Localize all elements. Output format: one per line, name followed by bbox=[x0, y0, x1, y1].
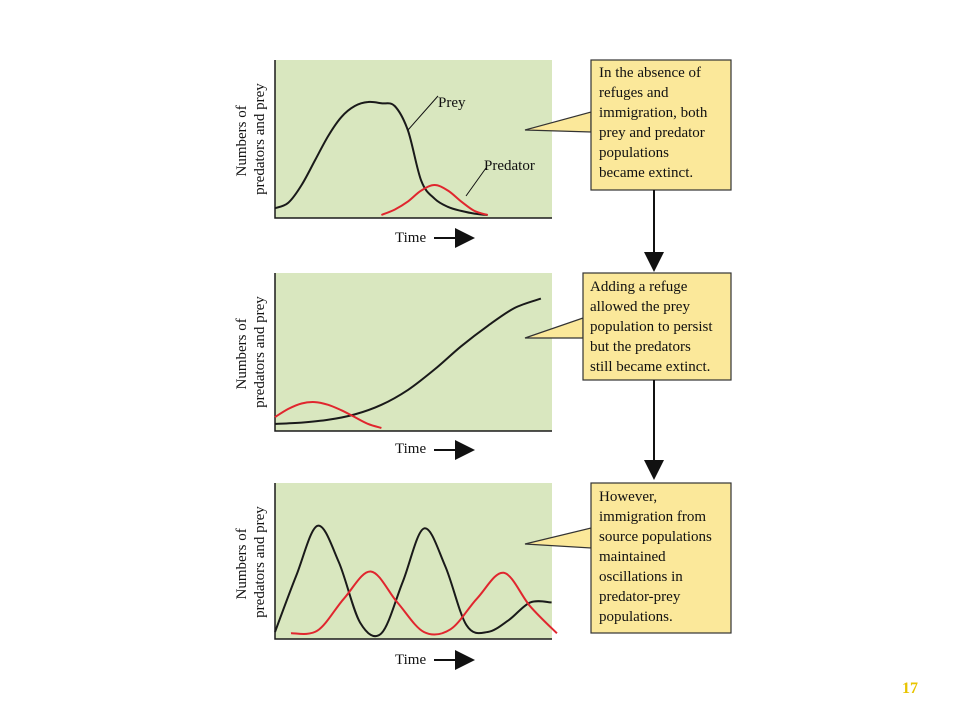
callout-2-box bbox=[582, 272, 732, 381]
panel-1-predator-line bbox=[381, 183, 489, 216]
panel-3-prey-line bbox=[274, 524, 552, 638]
panel-2-axes bbox=[274, 273, 552, 432]
prey-label-leader bbox=[407, 95, 439, 131]
callout-2: Adding a refuge allowed the prey populat… bbox=[524, 272, 732, 381]
panel-2: Numbers of predators and prey Time bbox=[234, 273, 552, 460]
panel-1-ylabel: Numbers of predators and prey bbox=[234, 83, 268, 195]
panel-1-xlabel: Time bbox=[395, 230, 426, 246]
callout-1: In the absence of refuges and immigratio… bbox=[524, 59, 732, 191]
panel-3-axes bbox=[274, 483, 552, 640]
callout-1-text: In the absence of refuges and immigratio… bbox=[599, 65, 711, 181]
panel-3-xlabel: Time bbox=[395, 652, 426, 668]
panel-2-prey-line bbox=[274, 297, 542, 425]
panel-2-xlabel: Time bbox=[395, 441, 426, 457]
callout-3: However, immigration from source populat… bbox=[524, 482, 732, 634]
panel-1-prey-line bbox=[274, 100, 488, 216]
panel-2-predator-line bbox=[274, 401, 382, 429]
panel-1: Numbers of predators and prey Time Prey … bbox=[234, 60, 552, 248]
predator-label: Predator bbox=[484, 158, 535, 174]
panel-1-background bbox=[275, 60, 552, 218]
prey-label: Prey bbox=[438, 95, 466, 111]
slide-number: 17 bbox=[902, 680, 918, 697]
panel-3-ylabel: Numbers of predators and prey bbox=[234, 506, 268, 618]
callout-1-box bbox=[590, 59, 732, 191]
panel-3: Numbers of predators and prey Time bbox=[234, 483, 558, 670]
panel-3-background bbox=[275, 483, 552, 639]
panel-1-axes bbox=[274, 60, 552, 219]
panel-2-ylabel: Numbers of predators and prey bbox=[234, 296, 268, 408]
panel-3-predator-line bbox=[290, 570, 558, 636]
predator-label-leader bbox=[465, 167, 487, 197]
callout-3-box bbox=[590, 482, 732, 634]
panel-2-background bbox=[275, 273, 552, 431]
callout-2-text: Adding a refuge allowed the prey populat… bbox=[590, 279, 716, 375]
callout-3-text: However, immigration from source populat… bbox=[599, 489, 716, 625]
